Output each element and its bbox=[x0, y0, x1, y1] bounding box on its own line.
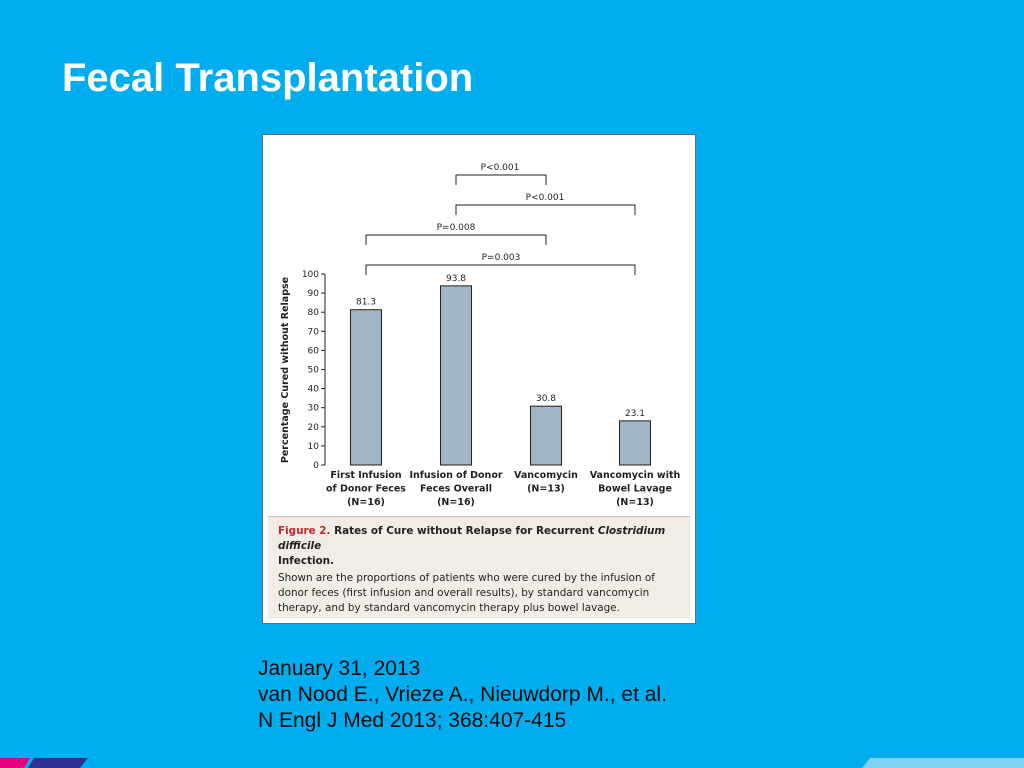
slide-title: Fecal Transplantation bbox=[62, 56, 474, 100]
p-value-label: P<0.001 bbox=[481, 163, 520, 173]
significance-bracket bbox=[365, 234, 547, 245]
y-tick-label: 40 bbox=[308, 385, 320, 395]
x-category-label: (N=16) bbox=[347, 497, 385, 508]
x-category-label: Bowel Lavage bbox=[598, 484, 672, 495]
bar bbox=[619, 420, 651, 466]
y-tick-label: 30 bbox=[308, 404, 320, 414]
figure-label: Figure 2. bbox=[278, 525, 331, 537]
x-category-label: (N=16) bbox=[437, 497, 475, 508]
x-category-label: of Donor Feces bbox=[326, 484, 406, 495]
y-tick-label: 20 bbox=[308, 423, 320, 433]
caption-title-organism: Clostridium difficile bbox=[278, 525, 666, 552]
bar-value-label: 23.1 bbox=[625, 409, 645, 419]
bar bbox=[440, 285, 472, 466]
y-tick-label: 90 bbox=[308, 289, 320, 299]
significance-bracket bbox=[365, 264, 636, 275]
y-tick-label: 60 bbox=[308, 346, 320, 356]
y-tick-label: 100 bbox=[302, 270, 319, 280]
bar-value-label: 81.3 bbox=[356, 298, 376, 308]
figure-panel: 0 10 20 30 40 50 60 70 80 90 100 Percentage Cured w… bbox=[262, 134, 696, 624]
bar-value-label: 93.8 bbox=[446, 274, 466, 284]
y-axis-label: Percentage Cured without Relapse bbox=[280, 277, 291, 463]
y-tick-label: 70 bbox=[308, 327, 320, 337]
bar-chart: 0 10 20 30 40 50 60 70 80 90 100 Percentage Cured w… bbox=[280, 163, 681, 508]
p-value-label: P=0.003 bbox=[482, 253, 521, 263]
caption-title-line2: Infection. bbox=[278, 555, 335, 567]
citation: January 31, 2013 van Nood E., Vrieze A.,… bbox=[258, 656, 667, 734]
citation-journal: N Engl J Med 2013; 368:407-415 bbox=[258, 709, 567, 732]
citation-date: January 31, 2013 bbox=[258, 657, 421, 680]
y-tick-label: 10 bbox=[308, 442, 320, 452]
caption-title: Figure 2. Rates of Cure without Relapse … bbox=[278, 524, 681, 569]
p-value-label: P=0.008 bbox=[437, 223, 476, 233]
y-tick-label: 0 bbox=[313, 461, 319, 471]
x-category-label: Feces Overall bbox=[420, 484, 492, 495]
citation-authors: van Nood E., Vrieze A., Nieuwdorp M., et… bbox=[258, 683, 667, 706]
bar bbox=[350, 309, 382, 466]
footer-decoration bbox=[0, 758, 1024, 768]
y-tick-label: 80 bbox=[308, 308, 320, 318]
caption-body: Shown are the proportions of patients wh… bbox=[278, 572, 655, 614]
significance-bracket bbox=[455, 204, 636, 215]
p-value-label: P<0.001 bbox=[526, 193, 565, 203]
x-category-label: Vancomycin bbox=[514, 470, 578, 481]
x-category-label: Infusion of Donor bbox=[409, 470, 502, 481]
x-category-label: First Infusion bbox=[330, 470, 402, 481]
significance-bracket bbox=[455, 174, 547, 185]
caption-title-text: Rates of Cure without Relapse for Recurr… bbox=[330, 525, 598, 537]
y-tick-label: 50 bbox=[308, 366, 320, 376]
x-category-label: (N=13) bbox=[527, 484, 565, 495]
figure-caption: Figure 2. Rates of Cure without Relapse … bbox=[268, 516, 690, 618]
bar bbox=[530, 405, 562, 466]
x-category-label: Vancomycin with bbox=[590, 470, 681, 481]
bar-value-label: 30.8 bbox=[536, 394, 556, 404]
x-category-label: (N=13) bbox=[616, 497, 654, 508]
